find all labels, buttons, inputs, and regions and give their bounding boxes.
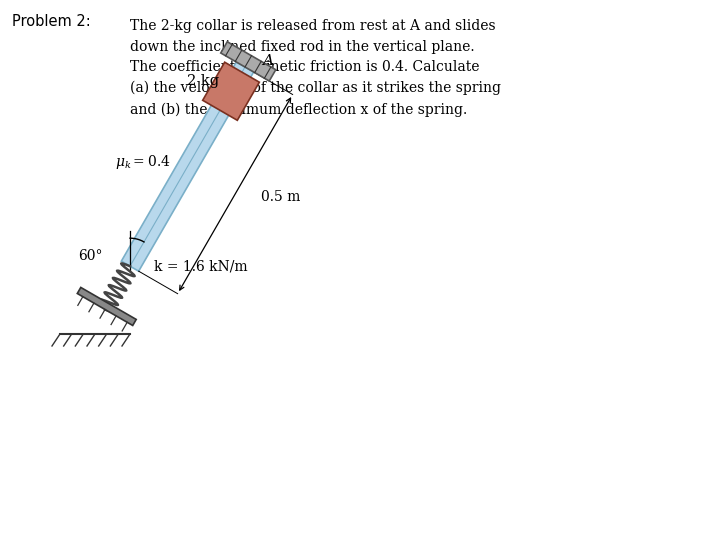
Text: 60°: 60° bbox=[78, 249, 103, 263]
Text: 2 kg: 2 kg bbox=[187, 74, 218, 88]
Text: $\mu_k = 0.4$: $\mu_k = 0.4$ bbox=[115, 153, 171, 170]
Polygon shape bbox=[122, 62, 254, 271]
Polygon shape bbox=[203, 62, 259, 120]
Polygon shape bbox=[221, 42, 276, 81]
Text: The 2-kg collar is released from rest at A and slides
down the inclined fixed ro: The 2-kg collar is released from rest at… bbox=[130, 19, 501, 116]
Polygon shape bbox=[77, 287, 136, 326]
Text: Problem 2:: Problem 2: bbox=[12, 14, 90, 29]
Text: A: A bbox=[262, 54, 273, 68]
Text: 0.5 m: 0.5 m bbox=[262, 190, 301, 204]
Text: k = 1.6 kN/m: k = 1.6 kN/m bbox=[153, 259, 247, 273]
